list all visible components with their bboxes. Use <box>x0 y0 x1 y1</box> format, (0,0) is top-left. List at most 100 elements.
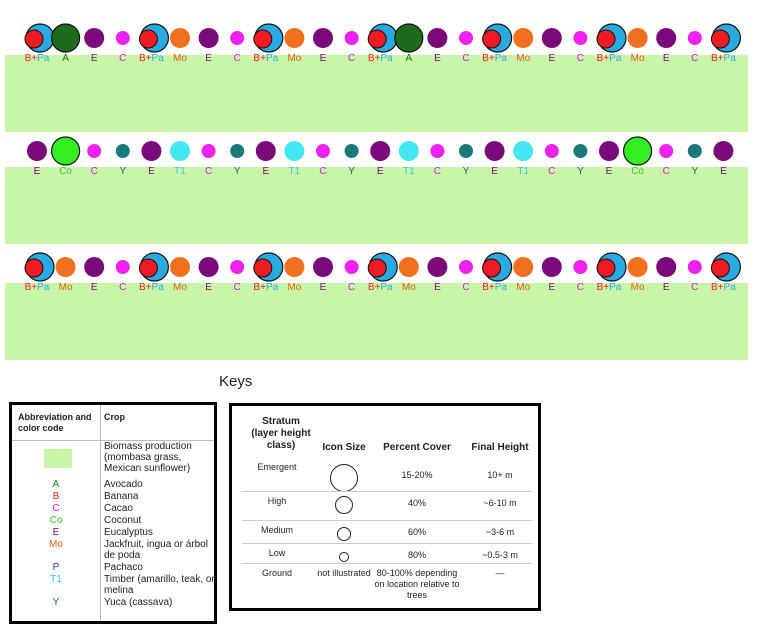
crop-circle-y <box>459 144 473 158</box>
crop-circle-t1 <box>398 141 419 161</box>
crop-circle-c <box>115 31 130 45</box>
crop-label: E <box>606 166 613 177</box>
crop-label: E <box>663 282 670 293</box>
crop-label: E <box>548 282 555 293</box>
crop-name: Jackfruit, ingua or árbol de poda <box>104 539 208 561</box>
biomass-strip <box>5 55 748 132</box>
crop-name: Cacao <box>104 503 133 514</box>
crop-label: Y <box>348 166 355 177</box>
strata-cover: 80% <box>407 550 426 560</box>
crop-label: Mo <box>287 53 301 64</box>
crop-circle-e <box>427 257 448 277</box>
stratum-icon-large <box>330 464 358 492</box>
crop-label: B+Pa <box>482 282 507 293</box>
crop-circle-c <box>544 144 559 158</box>
crop-circle-c <box>230 31 245 45</box>
crop-label: A <box>405 53 412 64</box>
crop-label: E <box>34 166 41 177</box>
crop-label: Y <box>577 166 584 177</box>
crop-label: C <box>319 166 326 177</box>
planting-layout-diagram: B+Pa A E C B+Pa Mo E C B+Pa Mo E C B+Pa A E C B+Pa Mo E C B+… <box>5 23 748 360</box>
crop-name: Coconut <box>104 515 142 526</box>
crop-circle-c <box>230 260 245 274</box>
crop-label: B+Pa <box>368 53 393 64</box>
crop-code: E <box>52 527 60 538</box>
crop-circle-co <box>50 136 81 166</box>
crop-label: Mo <box>631 282 645 293</box>
crop-label: E <box>205 282 212 293</box>
crop-label: C <box>577 282 584 293</box>
crop-label: B+Pa <box>711 282 736 293</box>
crop-label: E <box>434 282 441 293</box>
banana-circle <box>138 29 158 49</box>
crop-circle-c <box>316 144 330 158</box>
crop-circle-mo <box>55 257 76 277</box>
crop-circle-t1 <box>170 141 190 161</box>
strata-header-stratum: Stratum (layer height class) <box>251 416 311 451</box>
crop-code: C <box>52 503 60 514</box>
crop-label: Y <box>119 166 126 177</box>
strata-height: — <box>495 568 505 578</box>
banana-circle <box>253 29 273 49</box>
crop-label: C <box>462 282 469 293</box>
crop-label: E <box>205 53 212 64</box>
banana-circle <box>596 258 616 278</box>
crop-label: B+Pa <box>139 53 164 64</box>
crop-circle-c <box>459 31 473 45</box>
biomass-swatch <box>44 449 72 468</box>
crop-label: Y <box>691 166 698 177</box>
crop-circle-e <box>656 257 677 277</box>
crop-label: Mo <box>173 53 187 64</box>
banana-circle <box>367 258 387 278</box>
crop-code: A <box>52 479 60 490</box>
crop-circle-c <box>344 260 359 274</box>
crop-legend-header-code: Abbreviation and color code <box>18 412 92 433</box>
crop-label: C <box>234 53 241 64</box>
crop-label: C <box>663 166 670 177</box>
crop-label: E <box>548 53 555 64</box>
crop-label: B+Pa <box>139 282 164 293</box>
crop-circle-mo <box>627 28 648 48</box>
crop-circle-y <box>344 144 359 158</box>
crop-circle-e <box>599 141 619 161</box>
crop-label: A <box>62 53 69 64</box>
crop-label: E <box>377 166 384 177</box>
strata-cover: 80-100% depending on location relative t… <box>374 568 460 600</box>
crop-label: E <box>262 166 269 177</box>
strata-name: Ground <box>261 568 293 578</box>
banana-circle <box>710 258 730 278</box>
strata-cover: 60% <box>407 527 426 537</box>
crop-circle-mo <box>284 28 305 48</box>
crop-label: Mo <box>402 282 416 293</box>
crop-circle-t1 <box>284 141 305 161</box>
crop-label: Mo <box>516 53 530 64</box>
strata-icon-text: not illustrated <box>317 568 371 578</box>
crop-code: T1 <box>50 574 62 585</box>
crop-label: C <box>691 282 698 293</box>
crop-name: Biomass production (mombasa grass, Mexic… <box>104 441 192 474</box>
strata-header-percent-cover: Percent Cover <box>383 442 451 453</box>
crop-legend-table: Abbreviation and color code Crop Biomass… <box>9 402 217 624</box>
crop-label: B+Pa <box>597 282 622 293</box>
strata-height: ~0.5-3 m <box>482 550 518 560</box>
strata-name: Medium <box>260 525 293 535</box>
crop-circle-e <box>198 28 219 48</box>
crop-code: Y <box>52 597 60 608</box>
crop-name: Avocado <box>104 479 143 490</box>
crop-circle-y <box>687 144 702 158</box>
crop-label: B+Pa <box>25 53 50 64</box>
crop-label: B+Pa <box>253 282 278 293</box>
banana-circle <box>138 258 158 278</box>
crop-label: E <box>91 282 98 293</box>
crop-label: Co <box>59 166 72 177</box>
crop-code: B <box>52 491 60 502</box>
crop-label: Mo <box>59 282 73 293</box>
crop-circle-y <box>115 144 130 158</box>
crop-circle-mo <box>170 257 190 277</box>
crop-circle-c <box>430 144 445 158</box>
crop-name: Pachaco <box>104 562 143 573</box>
crop-legend-header-crop: Crop <box>104 412 125 422</box>
crop-label: B+Pa <box>711 53 736 64</box>
crop-circle-c <box>687 31 702 45</box>
strata-header-icon-size: Icon Size <box>322 442 366 453</box>
